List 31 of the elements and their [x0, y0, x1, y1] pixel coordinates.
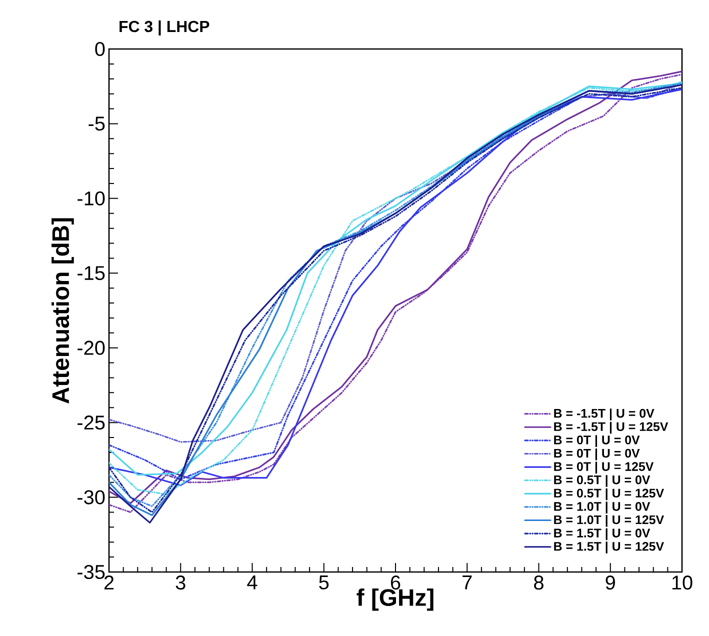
- x-tick-label: 2: [104, 576, 114, 590]
- legend-label: B = 0T | U = 0V: [554, 435, 640, 447]
- x-tick-label: 6: [390, 576, 400, 590]
- y-tick-label: -20: [78, 340, 105, 355]
- y-tick-label: -25: [78, 416, 105, 430]
- y-tick-label: 0: [95, 42, 105, 56]
- legend-label: B = 1.0T | U = 125V: [554, 514, 664, 527]
- legend-label: B = 0T | U = 0V: [554, 448, 640, 460]
- x-tick-label: 10: [672, 576, 692, 590]
- x-tick-label: 3: [176, 576, 186, 590]
- legend-label: B = 1.5T | U = 125V: [554, 542, 664, 554]
- legend-label: B = 1.0T | U = 0V: [554, 502, 650, 514]
- y-tick-label: -5: [88, 116, 105, 131]
- x-axis-title: f [GHz]: [356, 588, 434, 611]
- legend-label: B = 0.5T | U = 0V: [554, 475, 650, 487]
- y-tick-label: -30: [78, 490, 105, 504]
- legend-label: B = -1.5T | U = 125V: [554, 422, 668, 434]
- legend-label: B = 0T | U = 125V: [554, 462, 654, 474]
- legend-label: B = 0.5T | U = 125V: [554, 488, 664, 500]
- x-tick-label: 5: [319, 576, 329, 590]
- x-tick-label: 4: [247, 576, 258, 590]
- x-tick-label: 7: [462, 576, 472, 590]
- legend-label: B = 1.5T | U = 0V: [554, 528, 650, 540]
- legend-label: B = -1.5T | U = 0V: [554, 408, 654, 420]
- y-tick-label: -15: [78, 266, 105, 280]
- y-axis-title: Attenuation [dB]: [52, 218, 74, 404]
- y-tick-label: -35: [78, 564, 105, 580]
- x-tick-label: 9: [606, 576, 615, 590]
- x-tick-label: 8: [534, 576, 544, 590]
- chart-title: FC 3 | LHCP: [120, 20, 210, 36]
- y-tick-label: -10: [78, 191, 105, 206]
